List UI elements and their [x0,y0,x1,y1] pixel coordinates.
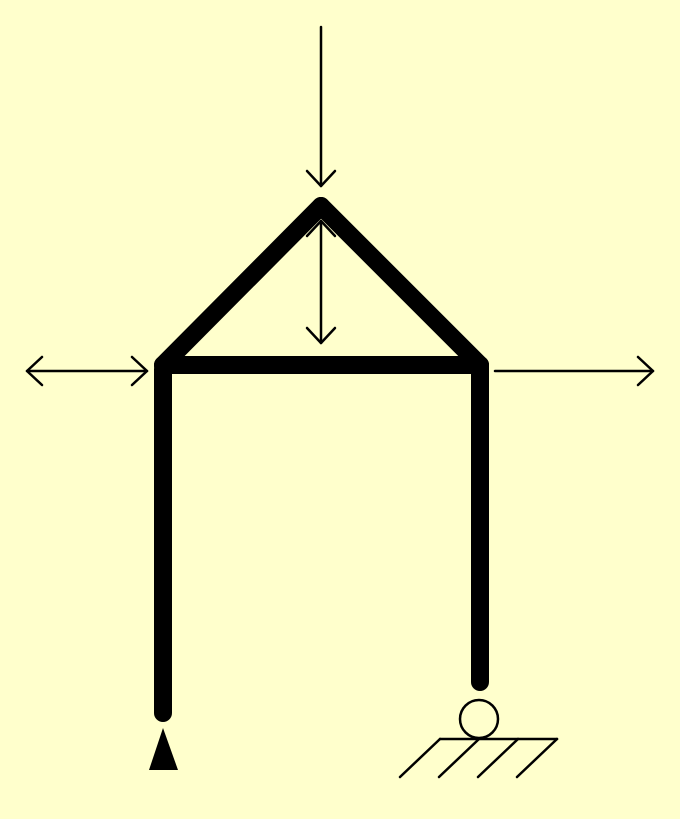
ground-hatching [398,737,559,779]
applied-loads [25,25,655,387]
left-rafter [154,197,330,374]
roller-support-icon [398,698,559,779]
left-load-arrow-right-icon [25,355,149,387]
pin-support-triangle-icon [149,728,178,770]
right-load-arrow-right-icon [493,355,655,387]
internal-load-arrow-down-icon [305,219,337,345]
top-load-arrow-down-icon [305,25,337,188]
right-rafter [312,197,489,374]
frame-members [154,197,489,722]
